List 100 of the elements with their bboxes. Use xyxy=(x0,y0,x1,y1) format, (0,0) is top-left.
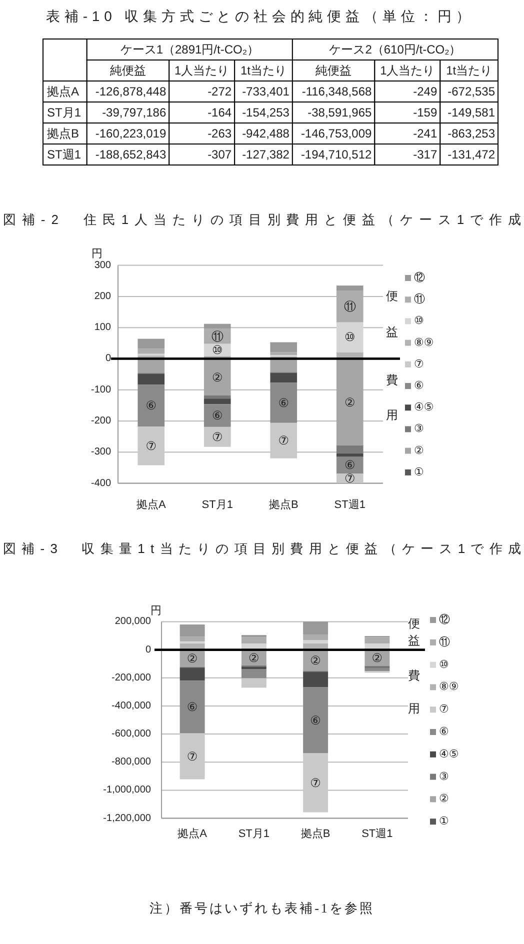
annotation: 便益 xyxy=(408,616,420,648)
x-tick-label: ST週1 xyxy=(334,499,366,511)
data-label: ② xyxy=(186,652,198,666)
legend-label: ⑩ xyxy=(439,658,449,671)
data-label: -672,535 xyxy=(448,84,496,98)
data-label: -863,253 xyxy=(448,126,496,140)
data-label: -249 xyxy=(413,84,438,98)
data-label: -942,488 xyxy=(242,126,290,140)
x-tick-label: ST週1 xyxy=(362,828,393,840)
y-tick-label: 0 xyxy=(105,353,112,364)
legend-label: ③ xyxy=(439,770,449,783)
legend-label: ⑧⑨ xyxy=(414,336,434,349)
data-label: ⑦ xyxy=(212,430,223,444)
y-tick-label: ST週1 xyxy=(47,148,82,162)
legend-label: ⑥ xyxy=(414,380,424,392)
x-tick-label: 1t当たり xyxy=(446,64,492,78)
legend-label: ⑫ xyxy=(439,613,450,626)
y-tick-label: -1,200,000 xyxy=(103,812,152,824)
data-label: -146,753,009 xyxy=(300,126,372,140)
legend-label: ① xyxy=(414,466,424,478)
data-label: ② xyxy=(310,654,321,668)
data-label: -127,382 xyxy=(242,148,290,162)
legend-label: ① xyxy=(439,816,449,828)
y-tick-label: ST月1 xyxy=(47,106,82,120)
data-label: ⑥ xyxy=(186,700,198,714)
x-tick-label: 拠点A xyxy=(178,827,208,840)
x-tick-label: 拠点A xyxy=(136,498,166,511)
y-tick-label: -400,000 xyxy=(112,700,152,712)
y-tick-label: 100 xyxy=(94,322,112,334)
data-label: ⑦ xyxy=(344,471,356,486)
y-tick-label: 200,000 xyxy=(114,616,152,628)
text: 注）番号はいずれも表補-1を参照 xyxy=(150,900,374,916)
text: ケース2（610円/t-CO₂） xyxy=(329,42,462,56)
data-label: ⑩ xyxy=(344,330,356,344)
legend-label: ⑪ xyxy=(439,635,450,648)
data-label: -154,253 xyxy=(242,106,290,120)
x-tick-label: 拠点B xyxy=(300,827,330,840)
data-label: -188,652,843 xyxy=(95,148,166,162)
data-label: -241 xyxy=(413,126,438,140)
data-label: -126,878,448 xyxy=(95,84,166,98)
legend-label: ⑪ xyxy=(414,292,425,306)
data-label: -317 xyxy=(413,148,438,162)
legend-label: ⑩ xyxy=(414,315,424,328)
chart-title: 図補-3 収集量1t当たりの項目別費用と便益（ケース1で作成 xyxy=(3,541,521,556)
data-label: -272 xyxy=(208,84,232,98)
text: ケース1（2891円/t-CO₂） xyxy=(120,42,260,56)
chart-title: 表補-10 収集方式ごとの社会的純便益（単位：円） xyxy=(46,8,470,24)
y-tick-label: -400 xyxy=(90,478,112,489)
data-label: ⑩ xyxy=(212,342,223,357)
y-tick-label: 0 xyxy=(145,644,152,656)
data-label: -263 xyxy=(208,126,232,140)
text: 便益 xyxy=(386,289,398,339)
legend-label: ⑧⑨ xyxy=(439,681,459,694)
data-label: -149,581 xyxy=(448,106,496,120)
data-label: -116,348,568 xyxy=(302,84,372,98)
y-tick-label: -200,000 xyxy=(112,672,152,684)
x-tick-label: 純便益 xyxy=(316,64,352,78)
x-tick-label: ST月1 xyxy=(202,499,233,511)
y-tick-label: -200 xyxy=(90,416,112,427)
data-label: -131,472 xyxy=(448,148,496,162)
data-label: -164 xyxy=(208,106,232,120)
data-label: ② xyxy=(212,370,223,384)
data-label: ⑥ xyxy=(146,398,157,413)
legend-label: ⑦ xyxy=(414,358,424,370)
x-tick-label: 1人当たり xyxy=(174,64,230,78)
legend-label: ③ xyxy=(414,423,424,436)
text: 費用 xyxy=(408,668,420,716)
data-label: ⑦ xyxy=(310,776,321,790)
text: 費用 xyxy=(386,373,398,422)
x-tick-label: 純便益 xyxy=(110,64,146,78)
y-tick-label: -300 xyxy=(90,446,112,458)
legend-label: ⑦ xyxy=(439,704,449,716)
data-label: -38,591,965 xyxy=(308,106,372,120)
legend-label: ⑫ xyxy=(414,271,425,284)
y-tick-label: 拠点B xyxy=(47,126,80,140)
x-tick-label: ST月1 xyxy=(238,828,270,840)
data-label: -39,797,186 xyxy=(102,106,166,120)
x-tick-label: 拠点B xyxy=(268,498,298,511)
data-label: ⑦ xyxy=(146,438,157,453)
chart-title: 図補-2 住民1人当たりの項目別費用と便益（ケース1で作成 xyxy=(3,212,521,227)
data-label: ② xyxy=(248,650,260,665)
data-label: -194,710,512 xyxy=(300,148,372,162)
y-tick-label: -100 xyxy=(90,384,112,396)
legend-label: ② xyxy=(439,793,449,806)
data-label: -733,401 xyxy=(242,84,290,98)
y-tick-label: 拠点A xyxy=(47,84,80,98)
data-label: -307 xyxy=(208,148,232,162)
y-axis-title: 円 xyxy=(150,605,162,617)
data-label: ⑪ xyxy=(211,329,224,344)
legend-label: ⑥ xyxy=(439,726,449,738)
data-label: ⑦ xyxy=(278,434,290,448)
data-label: ⑪ xyxy=(344,299,356,314)
data-label: ⑥ xyxy=(310,713,321,728)
data-label: ② xyxy=(372,650,383,665)
y-tick-label: -800,000 xyxy=(112,756,152,768)
y-tick-label: -1,000,000 xyxy=(103,784,152,796)
x-tick-label: 1人当たり xyxy=(380,64,435,78)
data-label: ⑦ xyxy=(186,749,198,764)
legend-label: ② xyxy=(414,444,424,457)
legend-label: ④⑤ xyxy=(439,748,459,760)
